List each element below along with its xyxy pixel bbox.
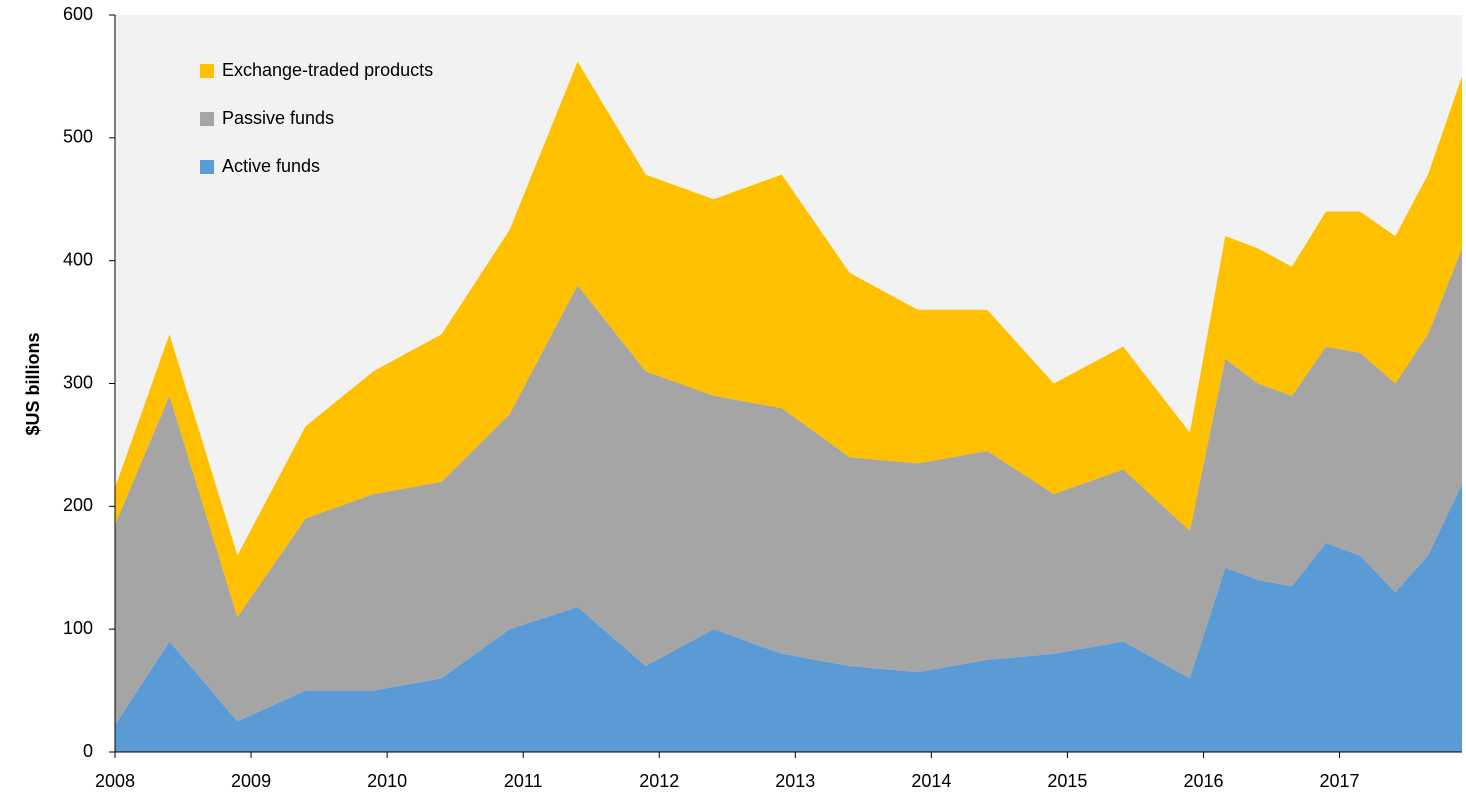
y-tick-label: 600 bbox=[63, 4, 93, 24]
area bbox=[115, 484, 1462, 752]
x-tick-label: 2009 bbox=[231, 771, 271, 791]
y-tick-label: 500 bbox=[63, 127, 93, 147]
x-tick-label: 2016 bbox=[1183, 771, 1223, 791]
y-tick-label: 200 bbox=[63, 495, 93, 515]
y-tick-label: 100 bbox=[63, 618, 93, 638]
area bbox=[115, 61, 1462, 617]
legend-label: Exchange-traded products bbox=[222, 60, 433, 80]
y-tick-label: 0 bbox=[83, 741, 93, 761]
x-tick-label: 2011 bbox=[504, 771, 543, 791]
x-tick-label: 2010 bbox=[367, 771, 407, 791]
legend-swatch bbox=[200, 112, 214, 126]
x-tick-label: 2013 bbox=[775, 771, 815, 791]
legend-swatch bbox=[200, 64, 214, 78]
legend-label: Active funds bbox=[222, 156, 320, 176]
y-tick-label: 400 bbox=[63, 249, 93, 269]
y-axis-label: $US billions bbox=[23, 332, 43, 435]
x-tick-label: 2014 bbox=[911, 771, 951, 791]
x-tick-label: 2015 bbox=[1047, 771, 1087, 791]
x-tick-label: 2012 bbox=[639, 771, 679, 791]
area bbox=[115, 248, 1462, 725]
legend-swatch bbox=[200, 160, 214, 174]
x-tick-label: 2017 bbox=[1320, 771, 1360, 791]
y-tick-label: 300 bbox=[63, 372, 93, 392]
legend-label: Passive funds bbox=[222, 108, 334, 128]
x-tick-label: 2008 bbox=[95, 771, 135, 791]
